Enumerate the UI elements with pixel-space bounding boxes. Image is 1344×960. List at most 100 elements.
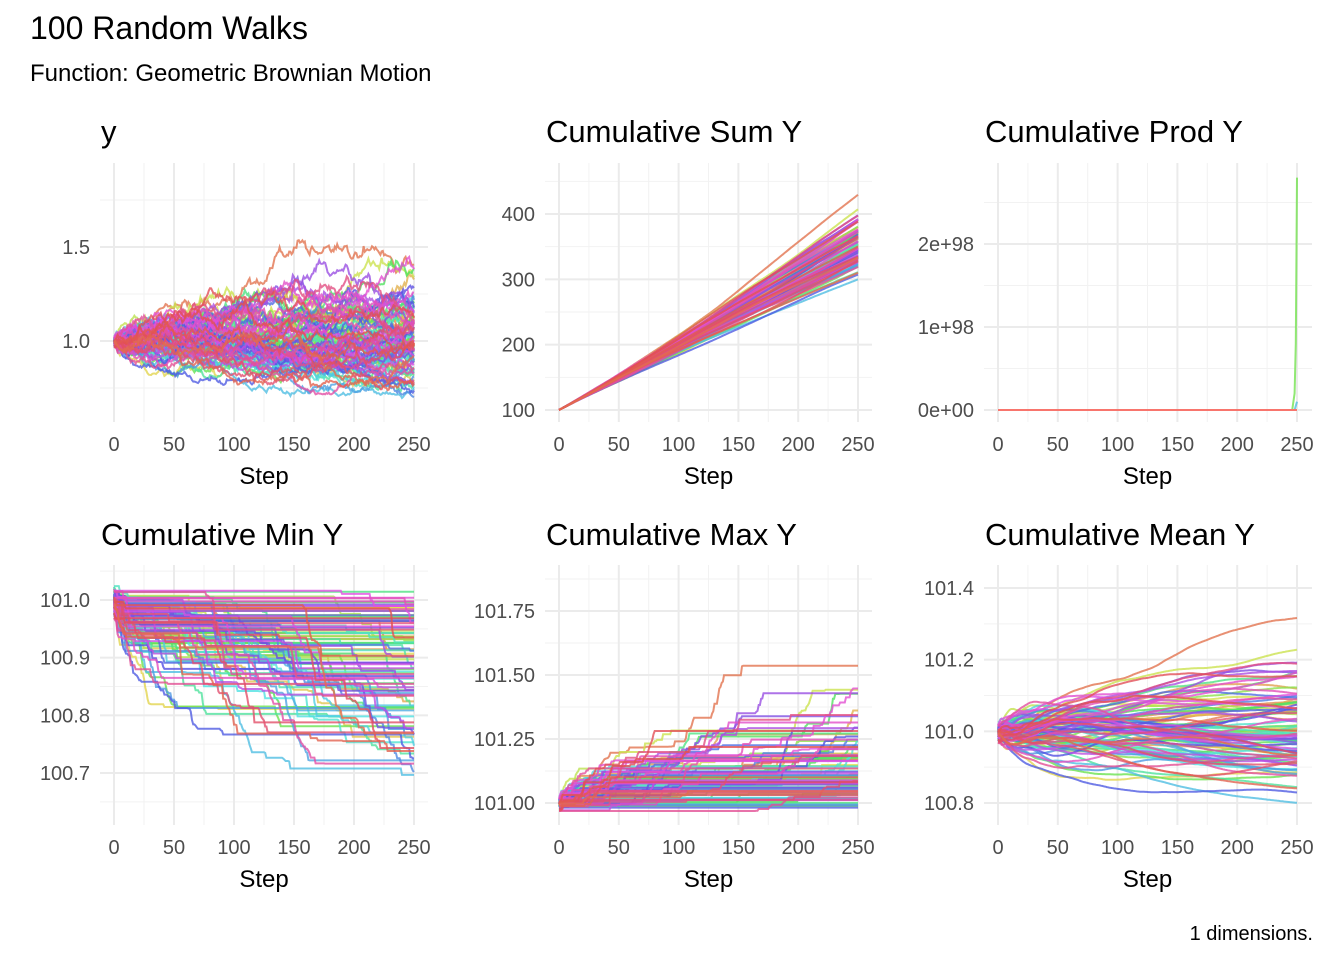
y-tick-label: 101.00 <box>474 793 535 815</box>
x-tick-label: 150 <box>277 837 310 859</box>
y-tick-label: 101.0 <box>40 590 90 612</box>
series-line-95 <box>113 615 414 749</box>
figure-subtitle: Function: Geometric Brownian Motion <box>30 60 432 87</box>
series-line-86 <box>997 697 1297 736</box>
y-tick-label: 101.0 <box>924 721 974 743</box>
series-line-94 <box>997 729 1297 766</box>
series-line-99 <box>113 606 414 752</box>
x-tick-label: 250 <box>841 837 874 859</box>
x-axis-title: Step <box>239 866 288 893</box>
series-line-97 <box>558 746 858 805</box>
series-line-67 <box>114 592 415 735</box>
y-tick-label: 101.4 <box>924 578 974 600</box>
x-tick-label: 50 <box>1047 837 1069 859</box>
series-line-81 <box>559 747 858 808</box>
y-tick-label: 200 <box>502 335 535 357</box>
series-line-86 <box>113 599 414 611</box>
x-tick-label: 100 <box>1101 837 1134 859</box>
series-line-87 <box>113 330 415 396</box>
series-line-89 <box>113 617 414 685</box>
x-tick-label: 100 <box>217 434 250 456</box>
series-line-55 <box>113 596 414 730</box>
x-tick-label: 100 <box>662 837 695 859</box>
figure-caption: 1 dimensions. <box>1190 923 1313 945</box>
y-tick-label: 0e+00 <box>918 400 974 422</box>
panel-title: Cumulative Mean Y <box>985 517 1255 552</box>
x-tick-label: 0 <box>992 434 1003 456</box>
y-tick-label: 101.75 <box>474 601 535 623</box>
x-tick-label: 200 <box>337 434 370 456</box>
x-tick-label: 150 <box>277 434 310 456</box>
x-tick-label: 0 <box>553 434 564 456</box>
series-line-100 <box>113 329 415 387</box>
series-line-64 <box>113 600 414 678</box>
panel-1: 1.0 1.5 0 50 100 150 200 250 y Step <box>62 114 431 490</box>
series-line-98 <box>559 776 858 803</box>
series-line-97 <box>113 296 415 355</box>
series-line-78 <box>997 719 1298 738</box>
x-axis-title: Step <box>684 463 733 490</box>
x-axis-title: Step <box>684 866 733 893</box>
y-tick-label: 100.8 <box>924 793 974 815</box>
series-line-1 <box>558 664 858 804</box>
y-tick-label: 101.50 <box>474 665 535 687</box>
x-axis-title: Step <box>1123 866 1172 893</box>
series-line-92 <box>997 712 1297 737</box>
x-tick-label: 0 <box>108 837 119 859</box>
series-line-64 <box>997 731 1298 757</box>
y-tick-label: 2e+98 <box>918 234 974 256</box>
series-line-96 <box>997 672 1297 743</box>
y-tick-label: 100.9 <box>40 648 90 670</box>
series-line-92 <box>113 305 415 353</box>
series-line-94 <box>558 794 858 805</box>
x-tick-label: 100 <box>1101 434 1134 456</box>
series-line-100 <box>558 790 858 806</box>
series-line-99 <box>559 792 858 807</box>
series-line-99 <box>997 734 1298 790</box>
x-tick-label: 50 <box>1047 434 1069 456</box>
series-line-83 <box>114 590 414 603</box>
x-tick-label: 200 <box>782 837 815 859</box>
x-tick-label: 100 <box>217 837 250 859</box>
series-line-51 <box>113 602 414 776</box>
figure-title: 100 Random Walks <box>30 10 308 46</box>
series-line-98 <box>997 717 1297 734</box>
series-line-57 <box>113 596 415 773</box>
panel-title: Cumulative Min Y <box>101 517 343 552</box>
series-line-76 <box>114 599 414 729</box>
panel-2: 100 200 300 400 0 50 100 150 200 250 Cumulative Su… <box>502 114 875 490</box>
x-tick-label: 50 <box>163 434 185 456</box>
x-tick-label: 150 <box>1161 837 1194 859</box>
series-line-88 <box>113 589 414 676</box>
x-tick-label: 0 <box>553 837 564 859</box>
y-tick-label: 400 <box>502 204 535 226</box>
series-line-97 <box>114 600 414 639</box>
panel-6: 100.8 101.0 101.2 101.4 0 50 100 150 200 250 Cumul… <box>924 517 1314 893</box>
series-line-90 <box>113 617 414 697</box>
series-line-98 <box>113 320 415 362</box>
y-tick-label: 100.7 <box>40 763 90 785</box>
x-tick-label: 200 <box>1221 434 1254 456</box>
x-tick-label: 250 <box>397 837 430 859</box>
panel-title: Cumulative Sum Y <box>546 114 802 149</box>
y-tick-label: 100 <box>502 400 535 422</box>
x-tick-label: 100 <box>662 434 695 456</box>
x-tick-label: 150 <box>722 837 755 859</box>
y-tick-label: 1.0 <box>62 331 90 353</box>
panel-4: 100.7 100.8 100.9 101.0 0 50 100 150 200 250 Cumul… <box>40 517 431 893</box>
series-line-95 <box>997 722 1298 755</box>
x-axis-title: Step <box>239 463 288 490</box>
series-line-78 <box>113 604 414 666</box>
x-tick-label: 150 <box>1161 434 1194 456</box>
x-tick-label: 150 <box>722 434 755 456</box>
panel-title: y <box>101 114 117 149</box>
x-tick-label: 50 <box>163 837 185 859</box>
series-line-90 <box>997 739 1298 760</box>
series-line-96 <box>113 612 414 620</box>
series-line-83 <box>997 675 1298 727</box>
series-line-92 <box>113 598 414 631</box>
y-tick-label: 100.8 <box>40 705 90 727</box>
series-line-70 <box>113 593 414 664</box>
series-line-89 <box>113 335 415 370</box>
